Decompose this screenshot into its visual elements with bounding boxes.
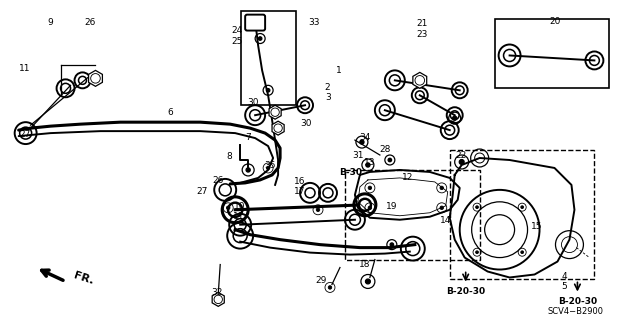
- Text: 26: 26: [212, 176, 223, 185]
- Text: 14: 14: [440, 216, 451, 225]
- Text: 26: 26: [84, 18, 96, 27]
- Circle shape: [460, 160, 464, 164]
- Circle shape: [452, 116, 457, 120]
- Text: 2: 2: [325, 83, 330, 92]
- Circle shape: [266, 89, 270, 92]
- Polygon shape: [355, 170, 460, 220]
- Text: 1: 1: [336, 66, 342, 75]
- Bar: [345, 170, 479, 260]
- Circle shape: [440, 186, 444, 189]
- Text: 27: 27: [196, 187, 207, 197]
- Circle shape: [227, 206, 230, 210]
- Circle shape: [266, 166, 270, 170]
- Polygon shape: [212, 293, 224, 306]
- Text: 34: 34: [359, 133, 371, 142]
- Text: 13: 13: [364, 158, 376, 167]
- Text: 11: 11: [19, 64, 31, 73]
- Text: 5: 5: [561, 282, 567, 291]
- Text: 19: 19: [386, 202, 397, 211]
- Bar: [495, 19, 609, 88]
- Polygon shape: [450, 158, 575, 278]
- Text: 10: 10: [234, 202, 246, 211]
- Text: SCV4−B2900: SCV4−B2900: [547, 307, 604, 316]
- Text: 12: 12: [403, 174, 414, 182]
- Bar: [241, 11, 296, 105]
- Polygon shape: [269, 105, 281, 119]
- Text: 21: 21: [417, 19, 428, 28]
- Circle shape: [390, 243, 394, 246]
- FancyBboxPatch shape: [245, 15, 265, 31]
- Text: 25: 25: [231, 38, 243, 47]
- Text: 8: 8: [227, 152, 232, 161]
- Circle shape: [368, 186, 372, 189]
- Text: 9: 9: [47, 18, 52, 27]
- Text: 7: 7: [246, 133, 252, 142]
- Circle shape: [440, 206, 444, 210]
- Text: 4: 4: [561, 272, 567, 281]
- Polygon shape: [88, 70, 102, 86]
- Circle shape: [521, 206, 524, 209]
- Circle shape: [316, 208, 320, 211]
- Circle shape: [365, 279, 371, 284]
- Circle shape: [521, 251, 524, 254]
- Text: 16: 16: [294, 177, 305, 186]
- Text: 18: 18: [359, 260, 371, 270]
- Text: 6: 6: [167, 108, 173, 117]
- Circle shape: [360, 140, 364, 144]
- Circle shape: [246, 168, 250, 172]
- Text: 11: 11: [232, 212, 244, 221]
- Text: 17: 17: [294, 187, 305, 196]
- Text: 15: 15: [531, 222, 543, 231]
- Bar: [450, 150, 595, 279]
- Circle shape: [388, 158, 392, 162]
- Circle shape: [368, 206, 372, 210]
- Text: 28: 28: [380, 145, 391, 154]
- Text: 22: 22: [455, 151, 466, 160]
- Circle shape: [366, 163, 370, 167]
- Text: FR.: FR.: [72, 271, 95, 286]
- Text: 23: 23: [417, 31, 428, 40]
- Text: 31: 31: [353, 151, 364, 160]
- Text: 29: 29: [316, 276, 327, 285]
- Circle shape: [328, 286, 332, 289]
- Text: 3: 3: [324, 93, 330, 102]
- Polygon shape: [413, 72, 427, 88]
- Circle shape: [476, 251, 479, 254]
- Text: 30: 30: [300, 119, 312, 129]
- Text: 27: 27: [19, 130, 31, 138]
- Text: B-20-30: B-20-30: [446, 287, 485, 296]
- Text: 20: 20: [549, 17, 561, 26]
- Circle shape: [259, 37, 262, 40]
- Text: B-30: B-30: [339, 168, 362, 177]
- Text: 32: 32: [211, 288, 222, 297]
- Circle shape: [476, 206, 479, 209]
- Text: 33: 33: [308, 19, 319, 27]
- Text: 24: 24: [231, 26, 243, 35]
- Text: 30: 30: [247, 99, 259, 108]
- Polygon shape: [272, 121, 284, 135]
- Text: B-20-30: B-20-30: [558, 297, 597, 306]
- Text: 35: 35: [264, 161, 276, 170]
